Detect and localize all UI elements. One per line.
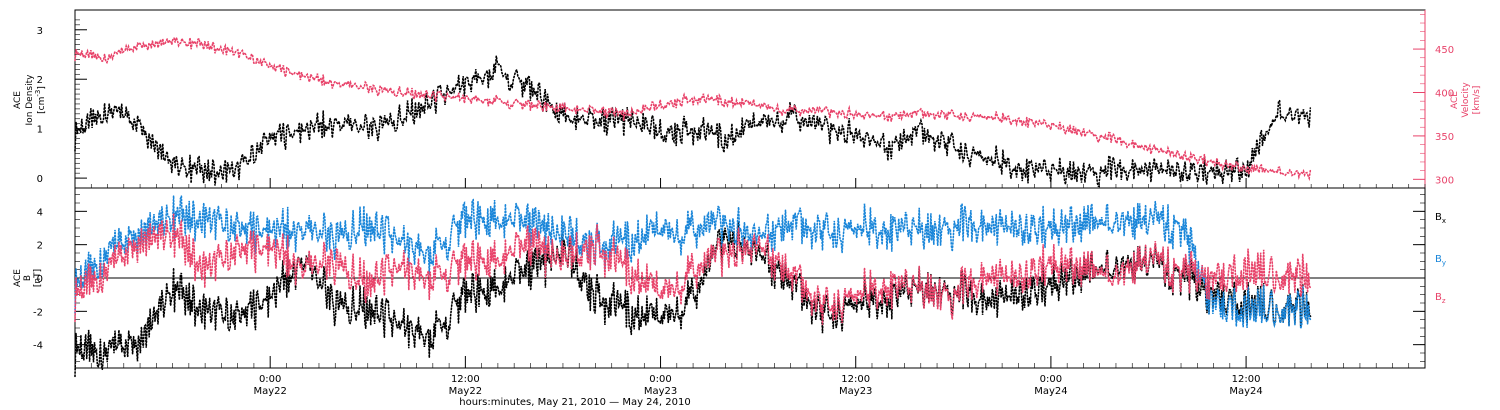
time-tick-label: 0:00: [259, 374, 281, 385]
b-tick-label: 2: [37, 241, 43, 252]
date-tick-label: May22: [253, 386, 286, 397]
by-series: [74, 195, 1312, 329]
time-tick-label: 0:00: [1040, 374, 1062, 385]
bx-series: [74, 220, 1312, 378]
legend-bz: Bz: [1435, 292, 1446, 305]
density-axis-label: Ion Density: [25, 74, 35, 126]
time-tick-label: 0:00: [649, 374, 671, 385]
density-series: [74, 55, 1312, 188]
time-axis: 0:00May2212:00May220:00May2312:00May230:…: [74, 356, 1426, 408]
bz-series: [74, 213, 1312, 325]
plasma-frame: [74, 9, 1426, 189]
velocity-tick-label: 450: [1435, 45, 1454, 56]
date-tick-label: May23: [839, 386, 872, 397]
density-tick-label: 0: [37, 174, 43, 185]
time-axis-title: hours:minutes, May 21, 2010 — May 24, 20…: [459, 397, 690, 408]
b-tick-label: -4: [33, 341, 43, 352]
b-tick-label: -2: [33, 307, 43, 318]
date-tick-label: May23: [644, 386, 677, 397]
density-tick-label: 3: [37, 26, 43, 37]
date-tick-label: May22: [449, 386, 482, 397]
legend-by: By: [1435, 254, 1446, 267]
b-axis-label-2: [nT]: [33, 269, 43, 287]
density-tick-label: 2: [37, 75, 43, 86]
time-tick-label: 12:00: [451, 374, 480, 385]
velocity-axis-label-1: Velocity: [1461, 82, 1471, 118]
velocity-series: [74, 34, 1312, 182]
density-axis-unit: [cm-3]: [34, 86, 47, 114]
magnetic-field-panel: -4 -2 0 2 4 ACE B [nT] Bx By Bz: [13, 187, 1446, 378]
b-axis-label-1: B: [23, 275, 33, 281]
velocity-axis-label-2: [km/s]: [1472, 86, 1482, 115]
date-tick-label: May24: [1034, 386, 1067, 397]
date-tick-label: May24: [1229, 386, 1262, 397]
velocity-tick-label: 400: [1435, 88, 1454, 99]
velocity-tick-label: 350: [1435, 132, 1454, 143]
velocity-axis-label-0: ACE: [1450, 91, 1460, 109]
b-tick-label: 4: [37, 207, 43, 218]
time-tick-label: 12:00: [841, 374, 870, 385]
density-axis-title: ACE: [13, 91, 23, 109]
density-tick-label: 1: [37, 125, 43, 136]
legend-bx: Bx: [1435, 212, 1446, 225]
b-axis-label-0: ACE: [13, 269, 23, 287]
time-tick-label: 12:00: [1232, 374, 1261, 385]
b-tick-label: 0: [37, 274, 43, 285]
velocity-tick-label: 300: [1435, 175, 1454, 186]
